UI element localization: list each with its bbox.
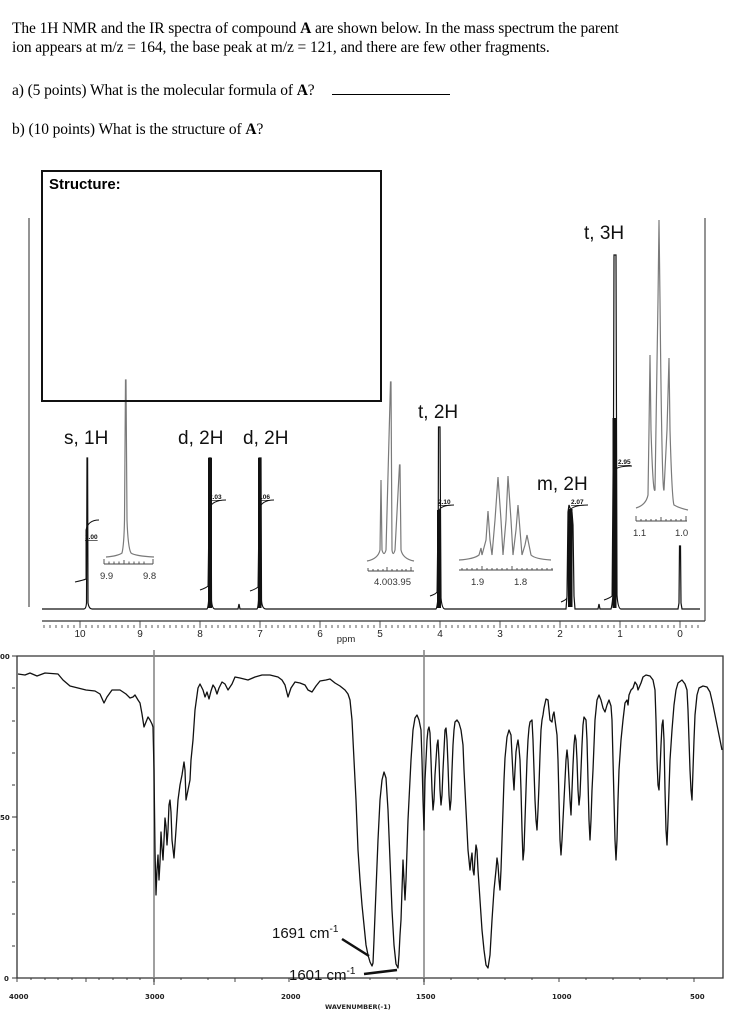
ir-trace	[17, 672, 723, 969]
inset4-right-label: 1.0	[675, 528, 688, 539]
inset4-left-label: 1.1	[633, 528, 646, 539]
nmr-peak-7.8	[208, 458, 212, 608]
nmr-insets	[103, 219, 689, 572]
inset-tick-labels: 9.9 9.8 4.003.95 1.9 1.8 1.1 1.0	[100, 528, 688, 588]
integral-3: .06	[261, 494, 270, 501]
label-t-2h: t, 2H	[418, 402, 458, 423]
ir-x-label-2000: 2000	[281, 993, 301, 1001]
ppm-tick-4: 4	[437, 629, 443, 640]
label-m-2h: m, 2H	[537, 474, 588, 495]
inset1-left-label: 9.9	[100, 571, 113, 582]
question-intro: The 1H NMR and the IR spectra of compoun…	[12, 19, 737, 57]
label-d-2h-a: d, 2H	[178, 428, 223, 449]
annotation-1601: 1601 cm-1	[289, 966, 356, 984]
label-s-1h: s, 1H	[64, 428, 108, 449]
ir-x-label-1000: 1000	[552, 993, 572, 1001]
question-part-a: a) (5 points) What is the molecular form…	[12, 81, 451, 100]
nmr-trace	[42, 254, 700, 610]
nmr-peak-4.0	[437, 510, 441, 608]
part-b-suffix: ?	[256, 121, 264, 138]
ppm-tick-8: 8	[197, 629, 203, 640]
ppm-tick-6: 6	[317, 629, 323, 640]
nmr-peak-1.8	[568, 509, 573, 607]
inset-sextet-1.85	[458, 475, 552, 561]
ppm-axis-label: ppm	[337, 634, 356, 645]
nmr-spectrum	[28, 218, 706, 628]
compound-name: A	[300, 20, 312, 37]
ir-y-label-100: 00	[0, 653, 10, 661]
inset-axis-1	[103, 559, 154, 565]
label-t-3h: t, 3H	[584, 223, 624, 244]
annotation-1691: 1691 cm-1	[272, 924, 339, 942]
integral-2: 2.03	[209, 494, 222, 501]
ir-spectrum	[12, 650, 724, 985]
nmr-axis-labels: 10 9 8 7 6 5 4 3 2 1 0 ppm	[74, 629, 683, 645]
inset-axis-2	[367, 567, 414, 572]
nmr-labels: s, 1H d, 2H d, 2H t, 2H m, 2H t, 3H	[64, 223, 624, 495]
label-d-2h-b: d, 2H	[243, 428, 288, 449]
intro-text-end: are shown below. In the mass spectrum th…	[311, 20, 619, 37]
ppm-tick-2: 2	[557, 629, 563, 640]
inset-axis-3	[459, 566, 553, 571]
ir-x-label-500: 500	[690, 993, 705, 1001]
ppm-tick-7: 7	[257, 629, 263, 640]
integral-4: 2.10	[438, 499, 451, 506]
integral-curve-4	[429, 504, 455, 597]
inset3-left-label: 1.9	[471, 577, 484, 588]
integral-curve-2	[199, 499, 227, 591]
part-a-suffix: ?	[307, 82, 315, 99]
inset-triplet-1.05	[635, 219, 689, 511]
annotation-line-1601	[363, 968, 398, 976]
integral-curve-5	[560, 504, 589, 603]
compound-name: A	[296, 82, 308, 99]
ppm-tick-5: 5	[377, 629, 383, 640]
intro-text: The 1H NMR and the IR spectra of compoun…	[12, 20, 301, 37]
integral-1: 1.00	[85, 534, 98, 541]
ppm-tick-10: 10	[74, 629, 86, 640]
integral-6: 2.95	[618, 459, 631, 466]
ir-x-axis-title: WAVENUMBER(-1)	[325, 1003, 391, 1011]
ppm-tick-0: 0	[677, 629, 683, 640]
integral-curve-3	[249, 499, 275, 592]
inset3-right-label: 1.8	[514, 577, 527, 588]
compound-name: A	[245, 121, 257, 138]
inset-triplet-4.00	[366, 381, 415, 562]
structure-label: Structure:	[49, 176, 121, 193]
intro-text-line2: ion appears at m/z = 164, the base peak …	[12, 39, 550, 56]
ir-axis-labels: 00 50 0 4000 3000 2000 1500 1000 500 WAV…	[0, 653, 705, 1011]
integral-curve-6	[603, 465, 633, 601]
integral-curve-1	[74, 519, 100, 583]
inset-singlet-9.85	[105, 379, 155, 558]
ir-y-label-50: 50	[0, 814, 10, 822]
ir-x-ticks	[16, 978, 695, 982]
ppm-tick-3: 3	[497, 629, 503, 640]
annotation-line-1691	[341, 937, 370, 958]
ir-x-label-1500: 1500	[416, 993, 436, 1001]
inset1-right-label: 9.8	[143, 571, 156, 582]
inset2-label: 4.003.95	[374, 577, 411, 588]
structure-answer-box[interactable]: Structure:	[41, 170, 382, 402]
ir-y-label-0: 0	[4, 975, 9, 983]
ir-annotations: 1691 cm-1 1601 cm-1	[272, 924, 356, 984]
nmr-ticks	[43, 621, 699, 628]
part-b-text: b) (10 points) What is the structure of	[12, 121, 246, 138]
ir-y-ticks	[12, 655, 17, 979]
ir-x-label-4000: 4000	[9, 993, 29, 1001]
ir-x-label-3000: 3000	[145, 993, 165, 1001]
part-a-text: a) (5 points) What is the molecular form…	[12, 82, 297, 99]
inset-axis-4	[635, 516, 687, 522]
formula-answer-blank[interactable]	[332, 82, 451, 95]
nmr-integrals: 1.00 2.03 .06 2.10 2.07 2.95	[85, 459, 631, 541]
question-part-b: b) (10 points) What is the structure of …	[12, 120, 263, 139]
nmr-peak-1.05	[612, 418, 617, 608]
ppm-tick-1: 1	[617, 629, 623, 640]
ppm-tick-9: 9	[137, 629, 143, 640]
ir-frame	[16, 655, 724, 979]
integral-5: 2.07	[571, 499, 584, 506]
nmr-peak-7.0	[258, 458, 262, 608]
